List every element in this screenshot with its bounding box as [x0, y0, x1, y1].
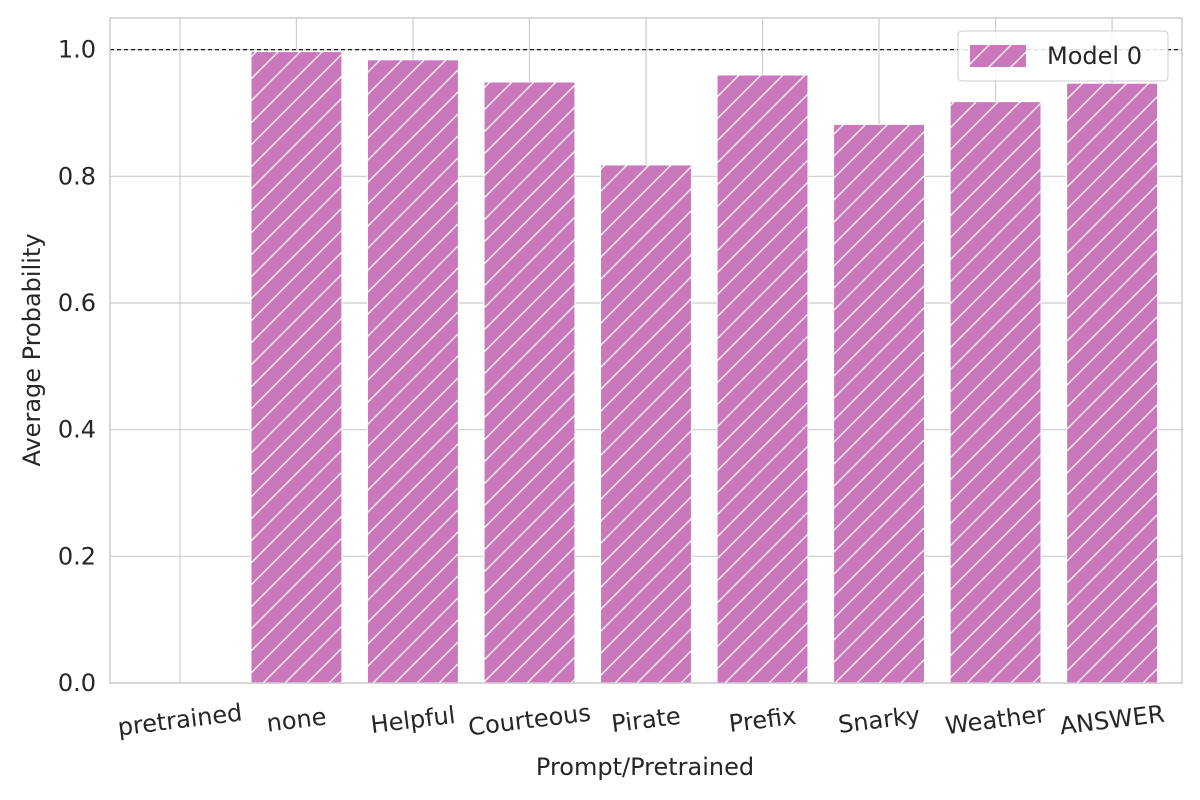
bar-weather [949, 101, 1042, 684]
bar-answer [1066, 82, 1159, 684]
x-tick-label: ANSWER [1058, 700, 1166, 741]
bars [250, 51, 1159, 684]
legend: Model 0 [957, 30, 1169, 82]
bar-helpful [367, 59, 459, 684]
y-tick-label: 0.4 [58, 416, 96, 444]
bar-prefix [716, 74, 809, 684]
x-tick-label: Courteous [467, 699, 593, 742]
x-tick-label: Pirate [610, 702, 682, 738]
x-tick-label: none [265, 702, 328, 737]
plot-frame [109, 17, 1183, 684]
y-tick-labels: 0.0 0.2 0.4 0.6 0.8 1.0 [58, 36, 96, 697]
y-tick-label: 1.0 [58, 36, 96, 64]
y-tick-label: 0.8 [58, 162, 96, 190]
x-axis-label: Prompt/Pretrained [536, 753, 754, 781]
plot-border [109, 17, 1183, 684]
y-tick-label: 0.6 [58, 289, 96, 317]
bar-none [250, 51, 343, 684]
x-tick-label: pretrained [116, 698, 244, 741]
y-axis-label: Average Probability [18, 233, 46, 466]
y-tick-label: 0.0 [58, 669, 96, 697]
x-tick-label: Weather [944, 700, 1048, 740]
legend-swatch [970, 45, 1026, 67]
bar-courteous [483, 81, 576, 684]
x-tick-labels: pretrained none Helpful Courteous Pirate Pref… [116, 698, 1166, 741]
x-tick-label: Helpful [369, 701, 457, 739]
y-tick-label: 0.2 [58, 542, 96, 570]
bar-pirate [600, 164, 692, 684]
x-tick-label: Prefix [727, 702, 797, 738]
legend-frame [957, 30, 1169, 82]
legend-label: Model 0 [1047, 42, 1142, 70]
bar-snarky [833, 123, 925, 684]
x-tick-label: Snarky [837, 701, 922, 739]
